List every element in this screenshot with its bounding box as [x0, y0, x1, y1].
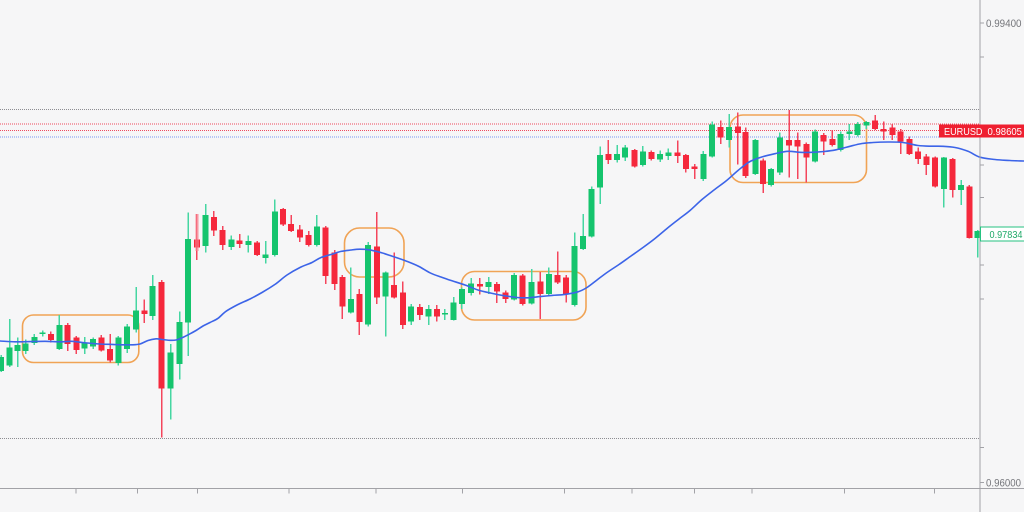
- svg-text:EURUSD: EURUSD: [944, 127, 983, 138]
- svg-text:0.97834: 0.97834: [990, 230, 1023, 241]
- svg-text:0.96000: 0.96000: [986, 477, 1021, 489]
- svg-text:0.99400: 0.99400: [986, 18, 1022, 30]
- svg-text:0.98605: 0.98605: [988, 127, 1023, 138]
